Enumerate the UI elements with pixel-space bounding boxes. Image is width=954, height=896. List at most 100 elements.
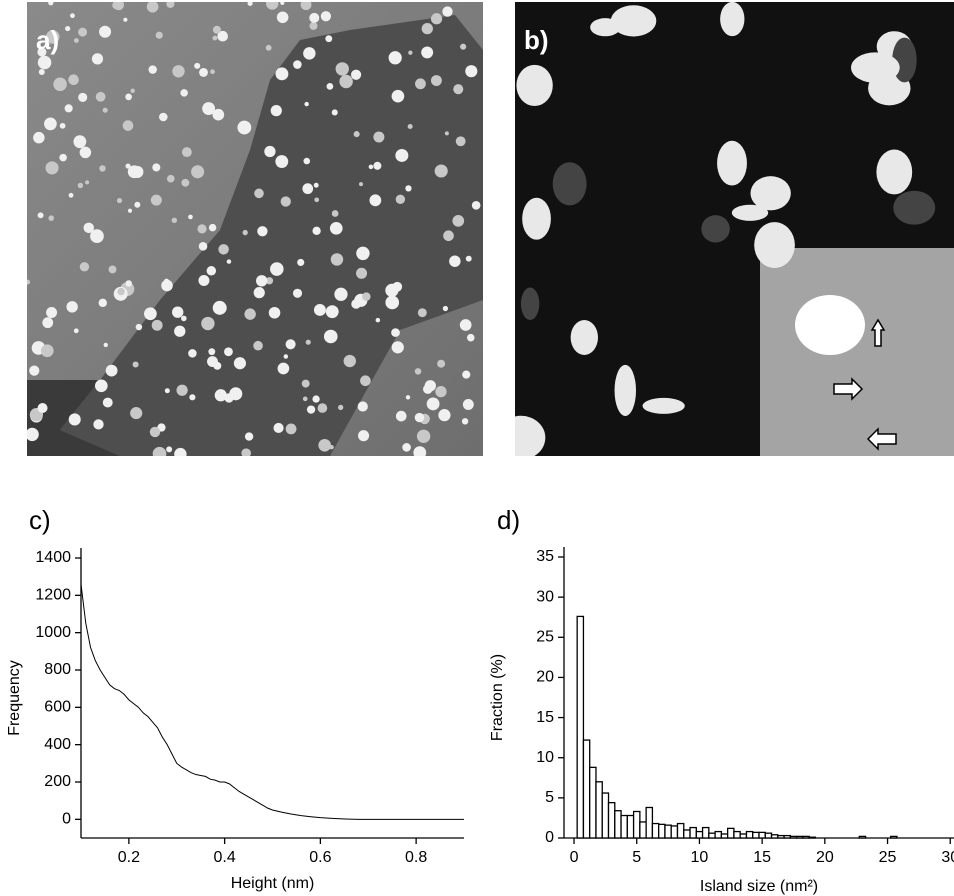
island (254, 188, 264, 199)
island (395, 194, 406, 205)
island (312, 395, 320, 403)
x-axis-label: Island size (nm²) (700, 878, 818, 895)
island (465, 255, 472, 262)
island (127, 208, 133, 213)
island (395, 410, 407, 422)
arrow (866, 427, 897, 451)
island (73, 135, 87, 149)
island (325, 35, 333, 43)
island (717, 140, 747, 186)
island (720, 2, 745, 37)
island (40, 344, 54, 358)
island (416, 429, 431, 443)
y-tick-label: 35 (536, 548, 554, 565)
island (233, 357, 247, 370)
bar (607, 802, 616, 839)
island (407, 123, 413, 129)
island (78, 92, 88, 102)
island (134, 201, 141, 208)
island (29, 365, 40, 376)
island (426, 397, 440, 411)
island (44, 42, 50, 47)
bar (720, 833, 729, 839)
island (421, 22, 433, 35)
island (405, 185, 412, 192)
island (122, 120, 134, 131)
island (280, 2, 285, 6)
island (461, 418, 469, 425)
x-tick-label: 5 (632, 849, 641, 866)
island (277, 362, 290, 375)
bar (708, 832, 716, 839)
island (83, 222, 94, 234)
island (214, 389, 227, 402)
bar (689, 826, 697, 839)
island (423, 384, 433, 394)
y-tick-label: 25 (536, 629, 554, 646)
island (358, 430, 370, 442)
island (99, 25, 112, 38)
island (360, 375, 371, 387)
y-tick-label: 5 (545, 789, 554, 806)
island (330, 253, 344, 266)
island (415, 78, 426, 90)
island (218, 244, 229, 255)
island (144, 307, 157, 321)
island (313, 304, 326, 316)
island (37, 55, 52, 70)
island (275, 155, 289, 168)
island (388, 51, 402, 65)
island (95, 91, 106, 102)
island (132, 361, 139, 368)
island (37, 47, 47, 57)
island (408, 50, 413, 55)
island (459, 319, 472, 331)
bar (858, 835, 867, 839)
x-tick-label: 0 (570, 849, 579, 866)
island (353, 131, 360, 138)
island (276, 11, 289, 24)
bar (658, 823, 666, 839)
panel-label: c) (29, 505, 51, 535)
island (68, 413, 81, 426)
island (385, 295, 400, 310)
island (150, 194, 162, 206)
y-tick-label: 0 (545, 829, 554, 846)
island (331, 210, 339, 217)
bar (890, 835, 898, 839)
island (442, 305, 449, 312)
island (212, 300, 227, 315)
island (471, 200, 481, 210)
island (570, 319, 599, 355)
island (754, 222, 795, 268)
island (90, 229, 104, 243)
bar (626, 814, 635, 839)
island (314, 197, 320, 203)
island (59, 153, 67, 162)
x-tick-label: 25 (879, 849, 897, 866)
bar (651, 822, 660, 839)
island (38, 68, 45, 75)
island (257, 226, 268, 237)
island (85, 180, 90, 185)
island (313, 182, 319, 188)
island (164, 388, 170, 394)
island (392, 281, 403, 292)
island (449, 255, 461, 267)
island (155, 31, 163, 39)
bar (795, 835, 804, 839)
island (455, 136, 466, 147)
island (152, 163, 161, 172)
island (244, 308, 256, 320)
island (405, 395, 411, 400)
bar (601, 792, 610, 839)
island (53, 77, 67, 92)
x-tick-label: 15 (753, 849, 771, 866)
panel-label: b) (524, 25, 549, 55)
island (280, 196, 291, 207)
bar (589, 766, 597, 839)
island (202, 102, 216, 115)
island (45, 161, 59, 175)
island (318, 438, 332, 452)
island (224, 347, 233, 357)
